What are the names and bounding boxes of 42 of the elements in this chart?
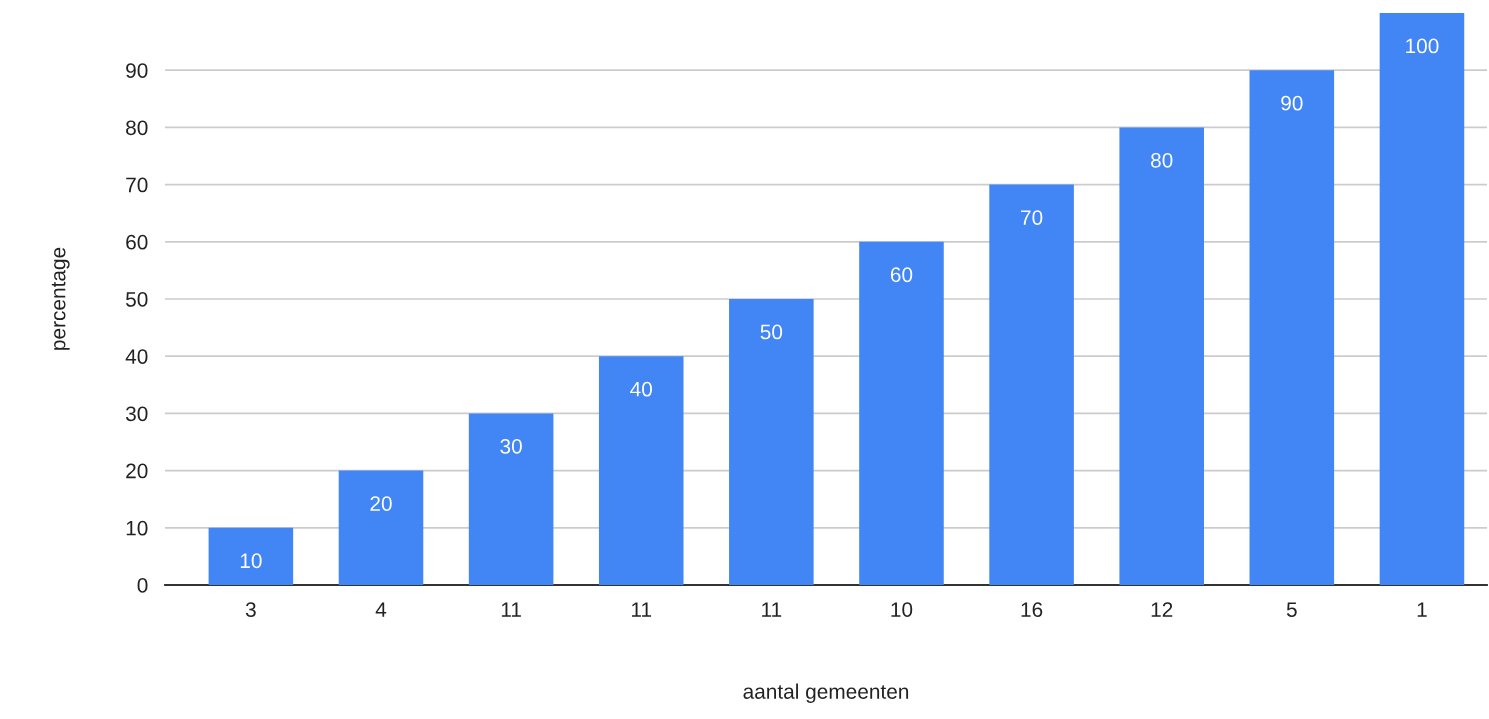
x-tick-label: 5 (1286, 602, 1297, 617)
data-label: 70 (1021, 210, 1043, 225)
bar (989, 184, 1074, 585)
data-label: 100 (1406, 38, 1439, 54)
data-label: 20 (370, 496, 392, 511)
data-label: 40 (630, 381, 653, 397)
x-tick-label: 16 (1021, 602, 1043, 617)
bar (208, 527, 294, 585)
x-tick-label: 12 (1151, 602, 1173, 617)
x-tick-label: 10 (891, 602, 913, 617)
x-tick-label: 3 (245, 602, 256, 617)
x-tick-label: 11 (632, 602, 652, 617)
x-tick-label: 11 (762, 602, 782, 617)
bar (1119, 127, 1204, 585)
data-label: 10 (240, 553, 262, 569)
y-tick-label: 90 (126, 63, 148, 78)
bar (859, 241, 944, 585)
bar (1379, 13, 1465, 585)
y-tick-label: 20 (126, 463, 148, 479)
y-tick-label: 0 (137, 578, 148, 593)
y-axis-title: percentage (51, 247, 70, 350)
x-tick-label: 11 (501, 602, 521, 617)
x-axis-title: aantal gemeenten (743, 683, 909, 704)
bar (729, 299, 814, 585)
data-label: 60 (890, 267, 913, 283)
bar (338, 470, 424, 585)
y-tick-label: 40 (125, 349, 148, 364)
y-tick-label: 80 (126, 120, 148, 136)
x-tick-label: 4 (375, 602, 387, 617)
x-tick-label: 1 (1417, 602, 1427, 617)
data-label: 30 (500, 438, 522, 454)
y-tick-label: 60 (126, 234, 148, 250)
y-tick-label: 30 (125, 406, 148, 422)
y-tick-label: 50 (126, 292, 148, 307)
y-tick-label: 70 (126, 177, 148, 193)
bar (468, 413, 554, 585)
bar (1249, 70, 1335, 585)
data-label: 80 (1151, 152, 1173, 168)
data-label: 50 (760, 324, 783, 340)
data-label: 90 (1281, 95, 1303, 111)
y-tick-label: 10 (126, 520, 148, 536)
bar (598, 356, 684, 585)
